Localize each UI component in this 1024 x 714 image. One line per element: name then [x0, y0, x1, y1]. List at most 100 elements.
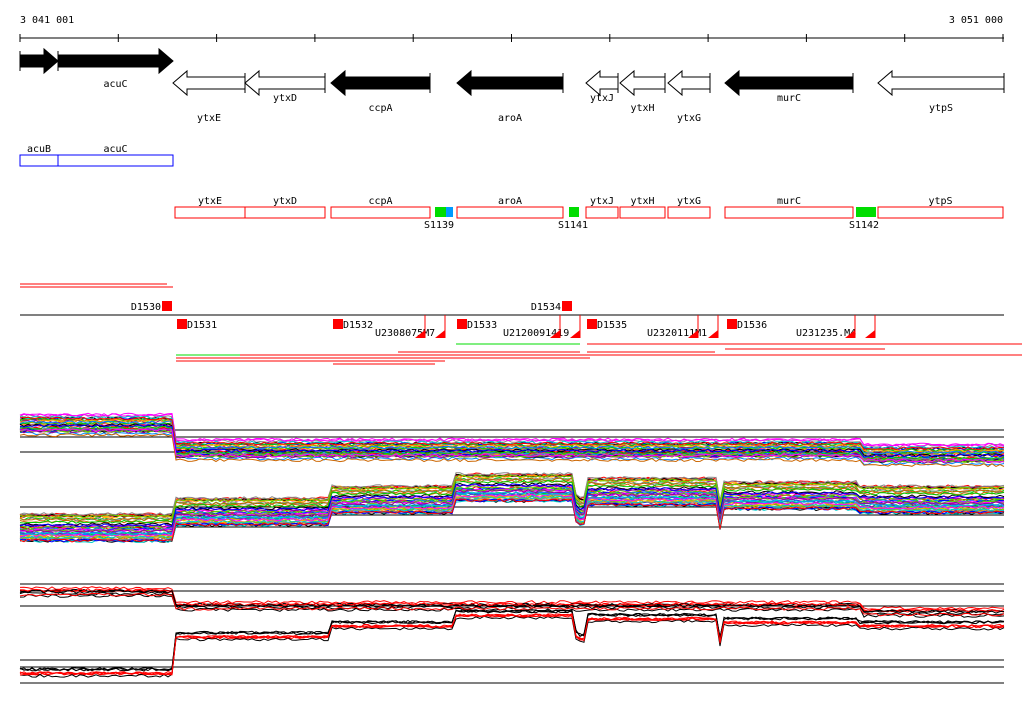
gene-arrow-acuB — [19, 47, 59, 75]
u-feature-triangle — [865, 330, 875, 338]
gene-label-ytxG: ytxG — [677, 113, 701, 124]
profile-line — [19, 477, 1005, 522]
gene-label-ytxJ: ytxJ — [590, 93, 614, 104]
upper-feature-label: D1534 — [531, 302, 561, 313]
box-label-murC: murC — [777, 196, 801, 207]
lower-feature-label: D1535 — [597, 320, 627, 331]
s-feature-S1141 — [569, 207, 579, 217]
s-label-S1139: S1139 — [424, 220, 454, 231]
profile-line — [19, 425, 1005, 460]
gene-label-ytxH: ytxH — [630, 103, 654, 114]
lower-feature-mark — [177, 319, 187, 329]
box-ccpA — [330, 206, 431, 219]
box-ytxJ — [585, 206, 619, 219]
u-feature-triangle — [435, 330, 445, 338]
box-ytxE — [174, 206, 246, 219]
box-label-ytxE: ytxE — [198, 196, 222, 207]
profile-line — [19, 589, 1005, 614]
upper-feature-mark — [162, 301, 172, 311]
gene-arrow-ytxD — [244, 69, 326, 97]
s-feature-S1139 — [435, 207, 446, 217]
box-label-acuC: acuC — [103, 144, 127, 155]
gene-label-ytxD: ytxD — [273, 93, 297, 104]
lower-feature-label: D1536 — [737, 320, 767, 331]
u-feature-label: U231235.M4 — [796, 328, 856, 339]
box-label-ytxJ: ytxJ — [590, 196, 614, 207]
profile-line — [19, 433, 1005, 468]
box-label-acuB: acuB — [27, 144, 51, 155]
gene-label-acuB: acuB — [27, 55, 51, 66]
profile-line — [19, 423, 1005, 458]
lower-feature-label: D1533 — [467, 320, 497, 331]
gene-label-ytpS: ytpS — [929, 103, 953, 114]
profile-line — [19, 420, 1005, 455]
box-label-ytxD: ytxD — [273, 196, 297, 207]
lower-feature-mark — [457, 319, 467, 329]
box-acuC — [57, 154, 174, 167]
u-feature-label: U2320111M1 — [647, 328, 707, 339]
s-label-S1141: S1141 — [558, 220, 588, 231]
s-feature-part — [446, 207, 453, 217]
profile-line — [19, 488, 1005, 533]
upper-feature-label: D1530 — [131, 302, 161, 313]
expression-profile-track — [19, 412, 1005, 684]
box-label-ccpA: ccpA — [368, 196, 392, 207]
lower-feature-label: D1531 — [187, 320, 217, 331]
box-ytxH — [619, 206, 666, 219]
gene-track: acuB acuC ytxE ytxD ccpA aroA ytxJ ytxH ytxG murC… — [19, 47, 1005, 124]
gene-label-murC: murC — [777, 93, 801, 104]
box-label-aroA: aroA — [498, 196, 522, 207]
box-label-ytxH: ytxH — [630, 196, 654, 207]
gene-label-ccpA: ccpA — [368, 103, 392, 114]
profile-line — [19, 412, 1005, 447]
profile-line — [19, 479, 1005, 524]
profile-line — [19, 413, 1005, 448]
box-aroA — [456, 206, 564, 219]
gene-arrow-ytpS — [877, 69, 1005, 97]
profile-line — [19, 609, 1005, 672]
gene-arrow-ytxE — [172, 69, 246, 97]
u-feature-label: U2308075M7 — [375, 328, 435, 339]
box-ytxG — [667, 206, 711, 219]
u-feature-triangle — [708, 330, 718, 338]
profile-line — [19, 592, 1005, 617]
gene-arrow-murC — [724, 69, 854, 97]
feature-track: D1530 D1534 D1531 D1532 D1533 D1535 D1536 U2308… — [20, 283, 1022, 365]
lower-feature-mark — [727, 319, 737, 329]
box-label-ytpS: ytpS — [928, 196, 952, 207]
gene-label-aroA: aroA — [498, 113, 522, 124]
gene-label-acuC: acuC — [103, 79, 127, 90]
profile-line — [19, 428, 1005, 463]
gene-arrow-ytxG — [667, 69, 711, 97]
ruler-start-label: 3 041 001 — [20, 15, 74, 26]
gene-label-ytxE: ytxE — [197, 113, 221, 124]
profile-line — [19, 483, 1004, 528]
upper-feature-mark — [562, 301, 572, 311]
u-feature-triangle — [688, 330, 698, 338]
coordinate-ruler: 3 041 001 3 051 000 — [19, 15, 1004, 42]
profile-line — [19, 609, 1005, 672]
profile-line — [19, 483, 1005, 528]
box-acuB — [19, 154, 59, 167]
gene-arrow-aroA — [456, 69, 564, 97]
annotation-box-track: acuB acuC ytxE ytxD ccpA aroA ytxJ ytxH ytxG murC… — [19, 144, 1004, 231]
profile-line — [19, 416, 1005, 451]
profile-line — [19, 414, 1005, 448]
u-feature-label: U2120091419 — [503, 328, 569, 339]
box-label-ytxG: ytxG — [677, 196, 701, 207]
gene-arrow-ytxH — [619, 69, 666, 97]
box-ytpS — [877, 206, 1004, 219]
u-feature-triangle — [570, 330, 580, 338]
profile-line — [19, 489, 1005, 533]
profile-line — [19, 493, 1005, 538]
gene-arrow-ccpA — [330, 69, 431, 97]
u-feature-triangle — [415, 330, 425, 338]
profile-line — [19, 418, 1005, 452]
profile-line — [19, 615, 1005, 678]
box-ytxD — [244, 206, 326, 219]
profile-line — [19, 491, 1004, 536]
lower-feature-mark — [333, 319, 343, 329]
u-feature-triangle — [550, 330, 560, 338]
profile-line — [19, 498, 1005, 543]
